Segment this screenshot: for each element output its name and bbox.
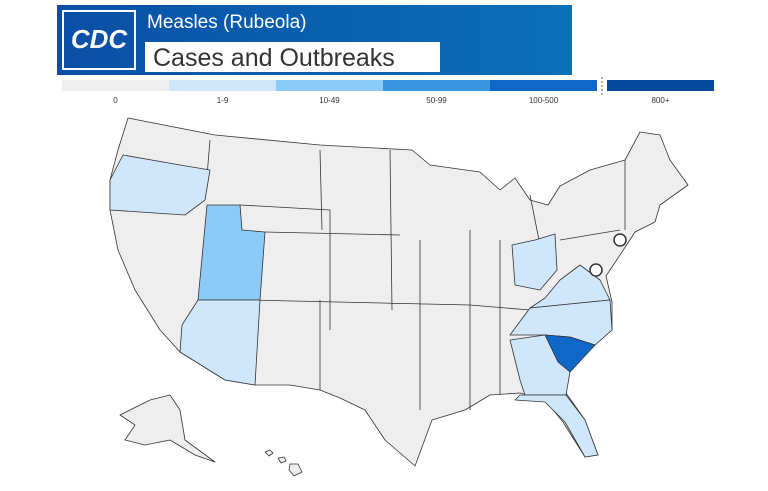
subtitle-box xyxy=(145,42,440,72)
logo-box xyxy=(62,10,136,70)
alaska xyxy=(119,394,216,463)
legend-swatch xyxy=(490,80,597,91)
state-oregon xyxy=(109,154,211,216)
legend-label: 0 xyxy=(113,96,118,105)
outbreak-marker xyxy=(613,233,627,247)
legend-label: 1-9 xyxy=(217,96,229,105)
legend-swatch xyxy=(62,80,169,91)
state-arizona xyxy=(179,299,261,386)
subtitle: Cases and Outbreaks xyxy=(153,44,395,72)
legend-label: 10-49 xyxy=(319,96,340,105)
legend-label: 50-99 xyxy=(426,96,447,105)
legend-swatch xyxy=(276,80,383,91)
outbreak-marker xyxy=(589,263,603,277)
header: CDC Measles (Rubeola) Cases and Outbreak… xyxy=(57,5,572,75)
title: Measles (Rubeola) xyxy=(147,12,306,33)
map xyxy=(109,117,689,477)
legend-swatch xyxy=(607,80,714,91)
legend-label: 100-500 xyxy=(529,96,559,105)
state-ohio xyxy=(511,233,558,291)
legend-label: 800+ xyxy=(651,96,669,105)
legend-swatch xyxy=(383,80,490,91)
state-florida xyxy=(514,394,599,458)
legend-swatch xyxy=(169,80,276,91)
logo: CDC xyxy=(71,24,129,54)
state-georgia xyxy=(509,334,571,396)
hawaii xyxy=(264,449,303,477)
legend: 0 1-9 10-49 50-99 100-500 800+ xyxy=(62,77,714,105)
